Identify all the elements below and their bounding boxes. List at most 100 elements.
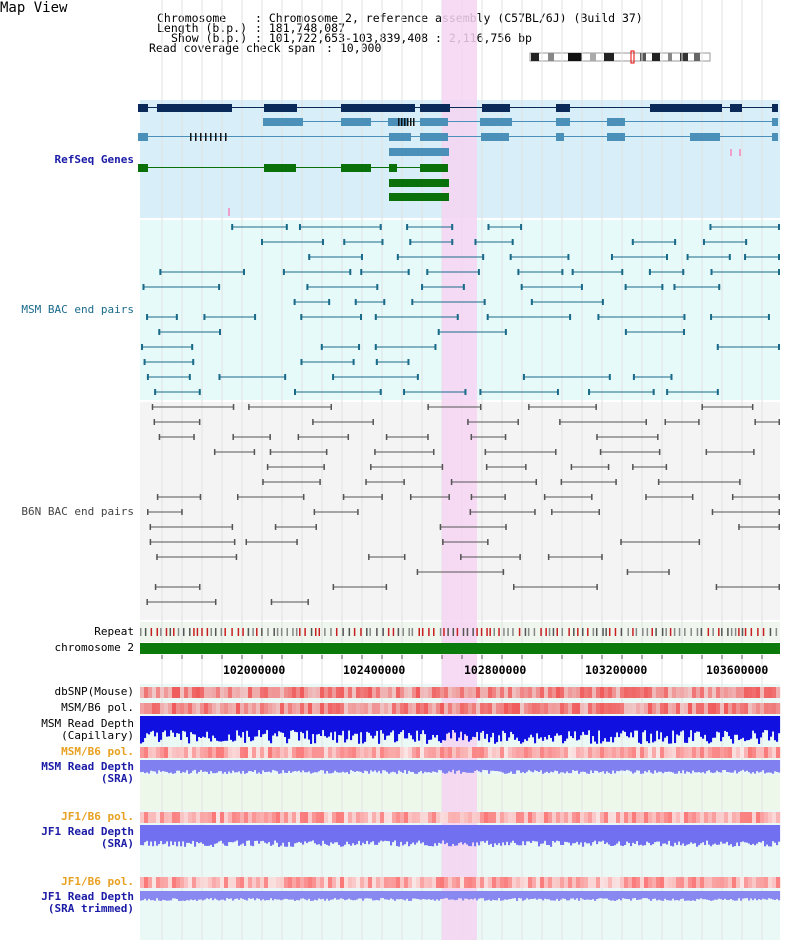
read-depth-bar (186, 825, 189, 843)
gene-exon (607, 133, 625, 141)
read-depth-bar (230, 891, 233, 899)
bac-end (352, 359, 355, 365)
read-depth-bar (388, 760, 391, 774)
polymorphism-cell (264, 703, 269, 714)
read-depth-bar (460, 891, 463, 899)
polymorphism-cell (308, 747, 313, 758)
polymorphism-cell (160, 812, 165, 823)
read-depth-bar (734, 825, 737, 847)
pink-marker (228, 208, 230, 216)
read-depth-bar (466, 760, 469, 773)
read-depth-bar (384, 716, 387, 740)
polymorphism-cell (756, 812, 761, 823)
repeat-mark (433, 628, 435, 636)
read-depth-bar (588, 891, 591, 900)
read-depth-bar (212, 891, 215, 901)
read-depth-bar (642, 825, 645, 846)
track-label-msm-bac[interactable]: MSM BAC end pairs (21, 303, 134, 316)
read-depth-bar (740, 716, 743, 739)
polymorphism-cell (764, 687, 769, 698)
polymorphism-cell (680, 747, 685, 758)
read-depth-bar (542, 825, 545, 844)
read-depth-bar (672, 825, 675, 847)
bac-end (153, 419, 156, 425)
polymorphism-cell (244, 877, 249, 888)
read-depth-bar (392, 760, 395, 772)
repeat-mark (335, 628, 338, 636)
read-depth-bar (552, 891, 555, 901)
read-depth-bar (600, 716, 603, 744)
polymorphism-cell (428, 687, 433, 698)
read-depth-bar (564, 825, 567, 842)
gene-exon (389, 148, 449, 156)
read-depth-bar (690, 891, 693, 901)
read-depth-bar (708, 760, 711, 771)
read-depth-bar (468, 716, 471, 742)
read-depth-bar (720, 716, 723, 742)
read-depth-bar (188, 891, 191, 901)
polymorphism-cell (204, 747, 209, 758)
polymorphism-cell (584, 877, 589, 888)
polymorphism-cell (196, 877, 201, 888)
polymorphism-cell (712, 877, 717, 888)
polymorphism-cell (200, 812, 205, 823)
read-depth-bar (480, 760, 483, 773)
read-depth-bar (676, 760, 679, 774)
track-label-refseq-genes[interactable]: RefSeq Genes (54, 153, 134, 166)
read-depth-bar (484, 891, 487, 901)
read-depth-bar (240, 760, 243, 774)
polymorphism-cell (660, 812, 665, 823)
read-depth-bar (270, 825, 273, 846)
read-depth-bar (146, 760, 149, 773)
polymorphism-cell (760, 877, 765, 888)
polymorphism-cell (640, 747, 645, 758)
read-depth-bar (634, 716, 637, 731)
repeat-mark (608, 628, 611, 636)
polymorphism-cell (580, 812, 585, 823)
track-label-b6n-bac[interactable]: B6N BAC end pairs (21, 505, 134, 518)
read-depth-bar (660, 760, 663, 772)
track-label-jf1-depth-trim: JF1 Read Depth (41, 890, 134, 903)
polymorphism-cell (660, 877, 665, 888)
read-depth-bar (298, 760, 301, 771)
bac-end (658, 449, 661, 455)
read-depth-bar (628, 716, 631, 738)
read-depth-bar (416, 825, 419, 843)
read-depth-bar (220, 716, 223, 742)
polymorphism-cell (724, 812, 729, 823)
bac-end (385, 584, 388, 590)
bac-end (661, 284, 664, 290)
polymorphism-cell (568, 812, 573, 823)
bac-end (328, 299, 331, 305)
polymorphism-cell (236, 877, 241, 888)
repeat-mark (220, 628, 223, 636)
polymorphism-cell (252, 687, 257, 698)
polymorphism-cell (428, 703, 433, 714)
polymorphism-cell (376, 703, 381, 714)
read-depth-bar (612, 825, 615, 846)
read-depth-bar (600, 825, 603, 842)
read-depth-bar (624, 760, 627, 771)
read-depth-bar (694, 825, 697, 844)
polymorphism-cell (304, 703, 309, 714)
polymorphism-cell (412, 747, 417, 758)
polymorphism-cell (280, 812, 285, 823)
polymorphism-cell (664, 687, 669, 698)
read-depth-bar (612, 891, 615, 901)
polymorphism-cell (472, 812, 477, 823)
read-depth-bar (372, 825, 375, 842)
bac-end (487, 224, 490, 230)
read-depth-bar (530, 760, 533, 772)
polymorphism-cell (420, 877, 425, 888)
read-depth-bar (582, 760, 585, 772)
repeat-mark (210, 628, 213, 636)
polymorphism-cell (532, 703, 537, 714)
read-depth-bar (328, 716, 331, 737)
polymorphism-cell (324, 812, 329, 823)
polymorphism-cell (700, 812, 705, 823)
read-depth-bar (176, 760, 179, 771)
read-depth-bar (350, 825, 353, 846)
polymorphism-cell (680, 703, 685, 714)
read-depth-bar (690, 716, 693, 731)
